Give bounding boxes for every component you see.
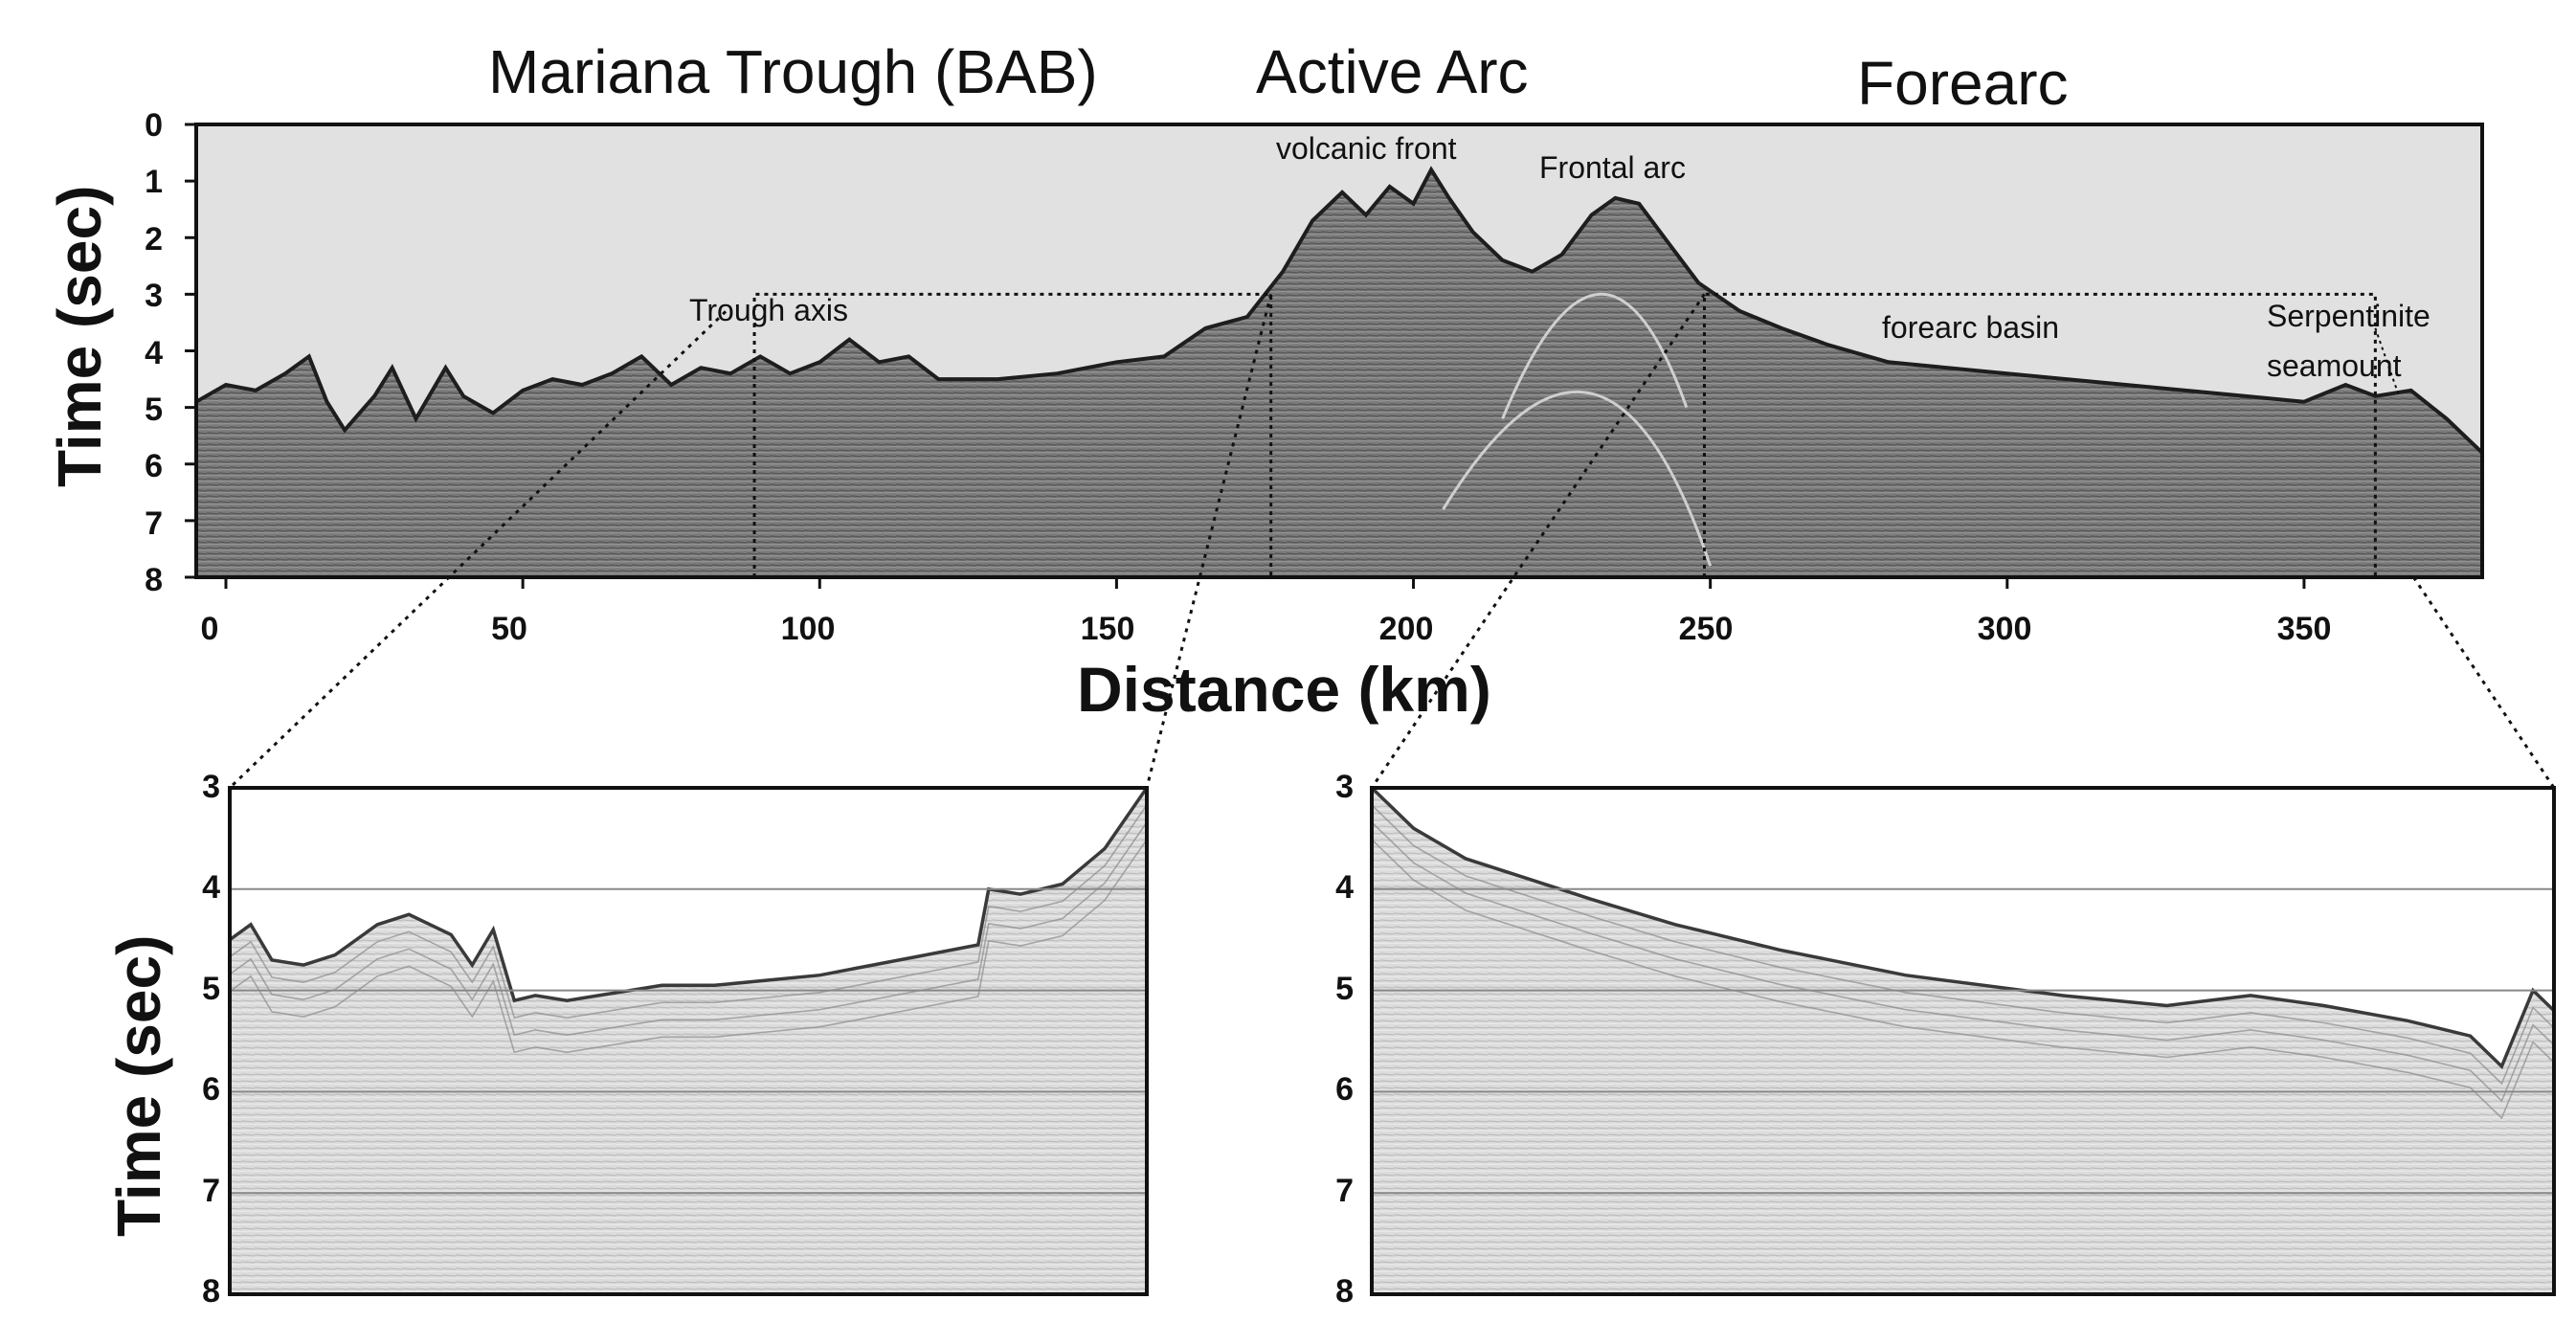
region-label-active-arc: Active Arc [1256,37,1529,106]
zoom-right-y-tick: 4 [1335,869,1354,906]
seafloor-reflector [195,166,2484,455]
zoom-box-left [752,292,1273,577]
region-label-forearc: Forearc [1857,49,2069,118]
zoom-right-y-tick: 3 [1335,769,1354,805]
zoom-left-reflector [229,821,1148,1037]
main-y-axis-title: Time (sec) [45,185,114,487]
region-label-mariana-trough: Mariana Trough (BAB) [488,37,1098,106]
zoom-right-y-tick: 5 [1335,971,1354,1007]
main-x-tick: 150 [1080,611,1135,647]
main-x-tick: 200 [1378,611,1434,647]
zoom-right-y-tick: 6 [1335,1071,1354,1108]
annotation-volcanic-front: volcanic front [1276,131,1457,166]
frontal-arc-reflector [1442,390,1713,567]
subsurface-section [196,169,2482,578]
zoom-left-y-axis-title: Time (sec) [104,934,173,1237]
frontal-arc-reflector [1501,292,1689,420]
zoom-right-frame [1370,786,2556,1296]
zoom-left-y-tick: 5 [202,971,220,1007]
main-x-tick: 350 [2276,611,2332,647]
zoom-left-section [230,788,1147,1294]
serpentinite-pointer [2374,327,2401,397]
main-x-tick: 300 [1977,611,2032,647]
main-y-tick: 4 [145,335,163,371]
main-x-tick: 100 [780,611,836,647]
main-y-tick: 0 [145,107,163,144]
zoom-right-reflector [1371,821,2555,1103]
zoom-right-y-tick: 7 [1335,1173,1354,1209]
zoom-right-reflector [1371,839,2555,1120]
zoom-box-right [1702,292,2377,577]
annotation-trough-axis: Trough axis [689,293,848,327]
annotation-serpentinite: Serpentinite [2267,299,2430,333]
zoom-left-reflector [229,839,1148,1054]
annotation-forearc-basin: forearc basin [1882,310,2059,345]
main-y-tick: 7 [145,505,163,542]
zoom-right-y-tick: 8 [1335,1273,1354,1310]
zoom-left-reflector [229,804,1148,1020]
annotation-frontal-arc: Frontal arc [1539,150,1686,185]
zoom-connector [1370,293,1706,789]
main-x-axis-title: Distance (km) [1077,654,1491,725]
zoom-connector [228,310,728,790]
main-y-tick: 3 [145,278,163,314]
zoom-right-seafloor [1370,786,2556,1070]
zoom-left-y-tick: 4 [202,869,220,906]
main-y-tick: 6 [145,448,163,484]
zoom-left-y-tick: 7 [202,1173,220,1209]
zoom-left-y-tick: 3 [202,769,220,805]
annotation-seamount: seamount [2267,348,2402,383]
main-y-tick: 2 [145,221,163,258]
main-x-tick: 0 [200,611,219,647]
zoom-connector [1145,294,1273,789]
zoom-connector [2412,576,2556,789]
zoom-right-section [1372,788,2554,1294]
zoom-left-y-tick: 6 [202,1071,220,1108]
zoom-left-frame [228,786,1149,1296]
main-y-tick: 8 [145,562,163,598]
main-x-tick: 50 [491,611,527,647]
zoom-left-seafloor [228,787,1149,1003]
main-y-tick: 5 [145,392,163,428]
main-x-tick: 250 [1678,611,1734,647]
zoom-left-y-tick: 8 [202,1273,220,1310]
main-y-tick: 1 [145,164,163,200]
